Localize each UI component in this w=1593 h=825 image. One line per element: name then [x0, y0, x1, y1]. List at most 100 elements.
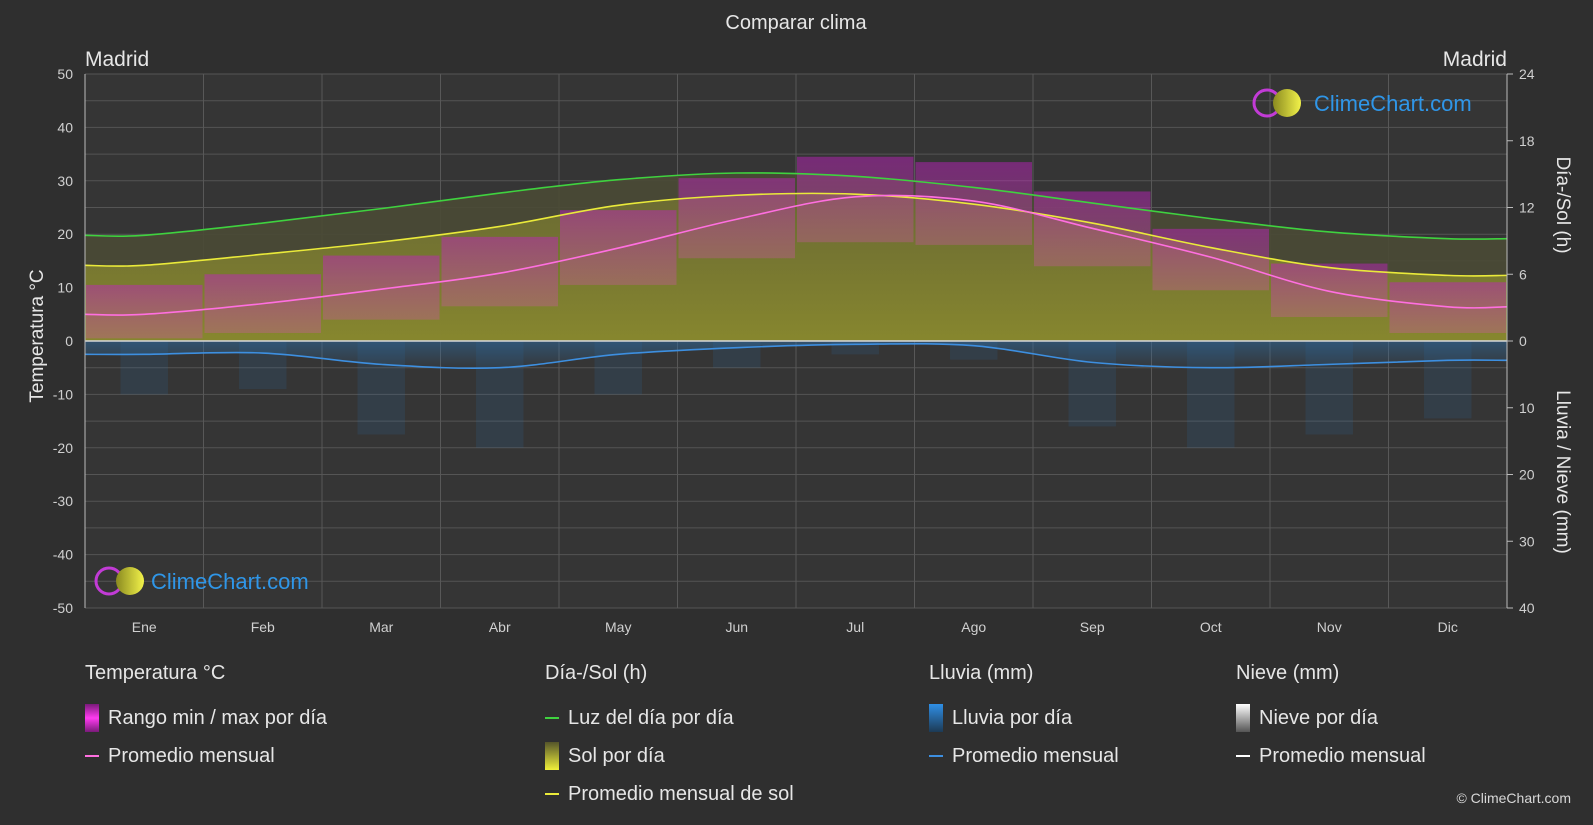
legend-label: Promedio mensual de sol	[568, 782, 794, 805]
rain-avg-line	[84, 342, 1508, 370]
line-swatch-icon	[1236, 755, 1250, 757]
legend-rain: Lluvia (mm) Lluvia por día Promedio mens…	[929, 662, 1119, 775]
daylight-line	[84, 172, 1508, 240]
y-right-tick-label: 6	[1519, 266, 1527, 282]
rain-bar	[1187, 341, 1235, 448]
y-right-tick-label: 20	[1519, 467, 1535, 483]
rain-bar	[831, 341, 879, 355]
y-left-tick-label: -50	[53, 600, 73, 616]
legend-label: Nieve por día	[1259, 706, 1378, 729]
y-left-tick-label: 0	[65, 333, 73, 349]
legend-item: Promedio mensual	[1236, 737, 1426, 775]
sun-swatch-icon	[545, 742, 559, 770]
legend-label: Promedio mensual	[108, 744, 275, 767]
y-left-tick-label: -10	[53, 386, 73, 402]
legend-item: Sol por día	[545, 737, 794, 775]
chart-title: Comparar clima	[725, 12, 867, 34]
x-tick-label: Dic	[1438, 619, 1458, 635]
chart-areas	[85, 156, 1507, 448]
legend-label: Rango min / max por día	[108, 706, 327, 729]
copyright: © ClimeChart.com	[1456, 790, 1571, 806]
y-right-bottom-label: Lluvia / Nieve (mm)	[1552, 390, 1573, 554]
rain-bar	[713, 341, 761, 368]
watermark-logo-ball	[1273, 89, 1301, 117]
y-left-tick-label: 50	[57, 66, 73, 82]
y-left-tick-label: 10	[57, 280, 73, 296]
chart-lines	[84, 74, 1508, 608]
legend-snow: Nieve (mm) Nieve por día Promedio mensua…	[1236, 662, 1426, 775]
rain-bar	[357, 341, 405, 435]
legend-label: Lluvia por día	[952, 706, 1073, 729]
legend-title: Nieve (mm)	[1236, 662, 1340, 684]
legend-label: Luz del día por día	[568, 706, 734, 729]
y-right-ticks: 24 18 12 6 0 10 20 30 40	[1507, 66, 1535, 616]
x-tick-label: Ago	[961, 619, 986, 635]
rain-bar	[239, 341, 287, 390]
temp-range-bar	[1271, 263, 1388, 317]
temp-avg-line	[84, 194, 1508, 316]
rain-bar	[594, 341, 642, 395]
legend-label: Promedio mensual	[952, 744, 1119, 767]
y-right-tick-label: 24	[1519, 66, 1535, 82]
legend-title: Lluvia (mm)	[929, 662, 1034, 684]
y-right-tick-label: 40	[1519, 600, 1535, 616]
legend-sun: Día-/Sol (h) Luz del día por día Sol por…	[545, 662, 794, 813]
line-swatch-icon	[85, 755, 99, 757]
location-right: Madrid	[1443, 48, 1507, 71]
watermark-bottom: ClimeChart.com	[94, 566, 309, 596]
y-left-tick-label: -30	[53, 493, 73, 509]
y-left-tick-label: -20	[53, 440, 73, 456]
y-left-ticks: 50 40 30 20 10 0 -10 -20 -30 -40 -50	[53, 66, 73, 616]
line-swatch-icon	[545, 793, 559, 795]
range-swatch-icon	[85, 704, 99, 732]
legend-item: Promedio mensual de sol	[545, 775, 794, 813]
y-right-tick-label: 30	[1519, 533, 1535, 549]
legend-item: Promedio mensual	[929, 737, 1119, 775]
rain-bar	[1305, 341, 1353, 435]
rain-area	[85, 341, 1507, 369]
line-swatch-icon	[545, 717, 559, 719]
watermark-text: ClimeChart.com	[1314, 91, 1472, 116]
y-right-tick-label: 10	[1519, 400, 1535, 416]
x-tick-label: Abr	[489, 619, 511, 635]
location-left: Madrid	[85, 48, 149, 71]
y-right-top-label: Día-/Sol (h)	[1552, 156, 1573, 253]
temp-range-bar	[797, 156, 914, 243]
legend-label: Sol por día	[568, 744, 665, 767]
x-tick-label: Sep	[1080, 619, 1105, 635]
y-left-tick-label: 20	[57, 226, 73, 242]
y-left-tick-label: -40	[53, 547, 73, 563]
temp-range-bar	[1152, 228, 1269, 291]
legend-item: Luz del día por día	[545, 699, 794, 737]
x-tick-label: Oct	[1200, 619, 1222, 635]
rain-swatch-icon	[929, 704, 943, 732]
line-swatch-icon	[929, 755, 943, 757]
y-right-tick-label: 0	[1519, 333, 1527, 349]
snow-swatch-icon	[1236, 704, 1250, 732]
x-tick-label: Nov	[1317, 619, 1342, 635]
y-right-tick-label: 12	[1519, 200, 1535, 216]
x-tick-label: Ene	[132, 619, 157, 635]
x-tick-label: Jun	[725, 619, 748, 635]
rain-bar	[950, 341, 998, 360]
legend-title: Día-/Sol (h)	[545, 662, 648, 684]
rain-bar	[1424, 341, 1472, 419]
legend-title: Temperatura °C	[85, 662, 226, 684]
legend-item: Nieve por día	[1236, 699, 1426, 737]
x-ticks: Ene Feb Mar Abr May Jun Jul Ago Sep Oct Nov Dic	[132, 619, 1458, 635]
legend-item: Rango min / max por día	[85, 699, 327, 737]
rain-bar	[476, 341, 524, 448]
temp-range-bar	[441, 236, 558, 307]
legend-temperature: Temperatura °C Rango min / max por día P…	[85, 662, 327, 775]
rain-bar	[1068, 341, 1116, 427]
watermark-top: ClimeChart.com	[1252, 88, 1472, 118]
legend-item: Lluvia por día	[929, 699, 1119, 737]
legend-label: Promedio mensual	[1259, 744, 1426, 767]
y-left-label: Temperatura °C	[27, 269, 48, 402]
sunshine-avg-line	[84, 192, 1508, 277]
x-tick-label: Feb	[251, 619, 275, 635]
y-left-tick-label: 30	[57, 173, 73, 189]
watermark-text: ClimeChart.com	[151, 569, 309, 594]
temp-range-bar	[323, 255, 440, 320]
